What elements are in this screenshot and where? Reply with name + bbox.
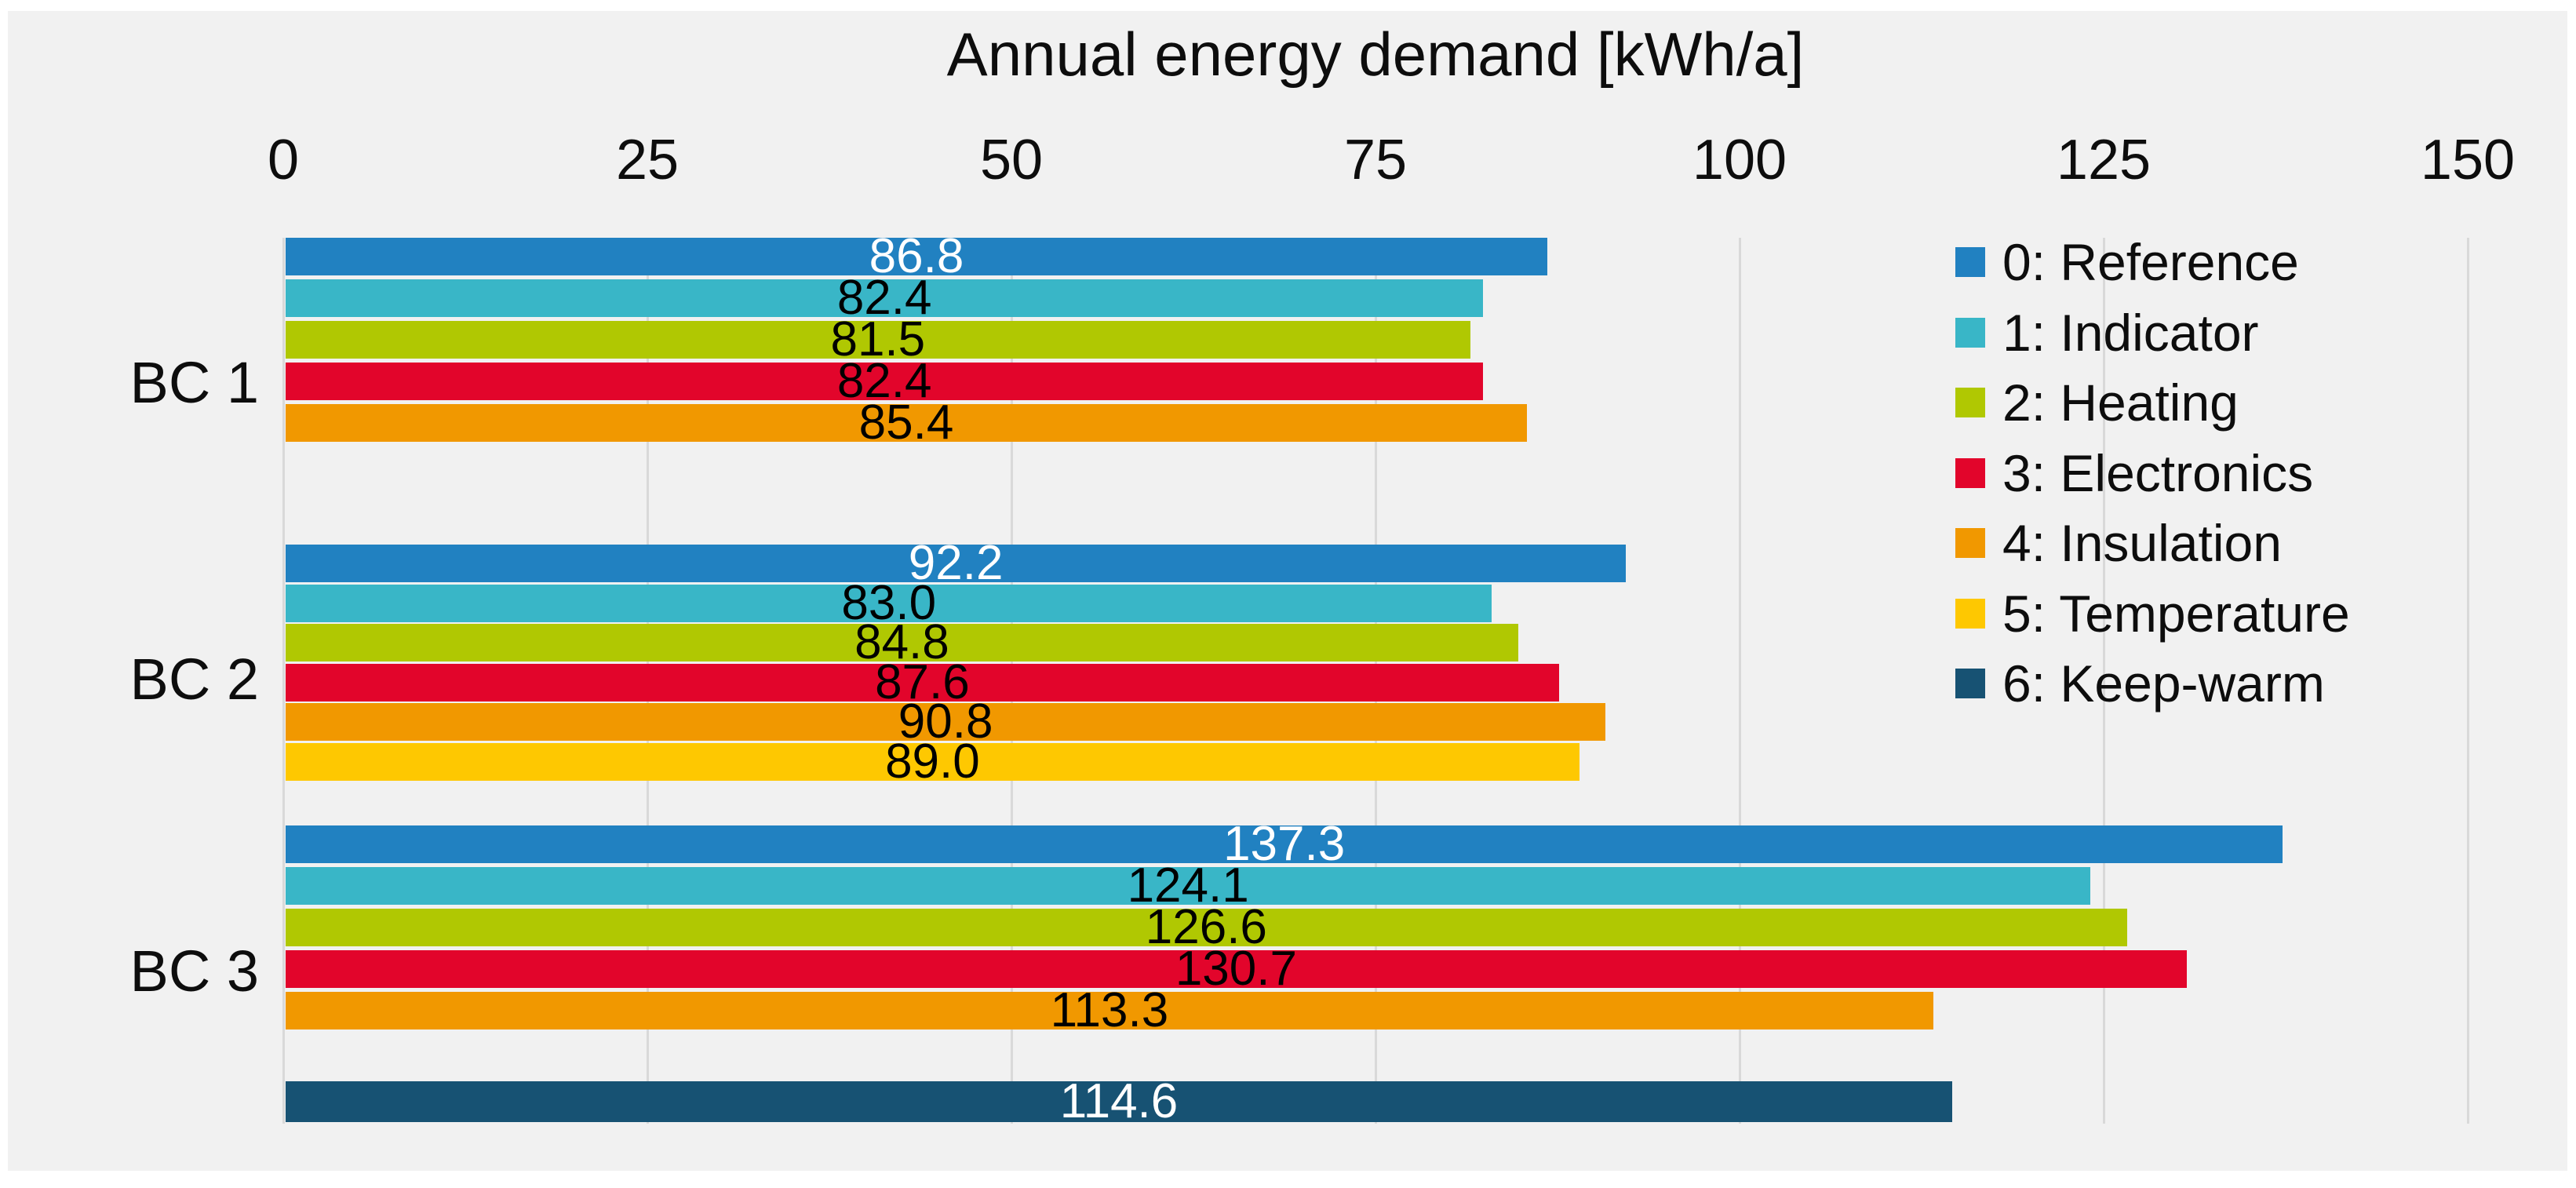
legend-label: 2: Heating	[2002, 374, 2239, 432]
bar-value-label: 130.7	[1175, 942, 1297, 996]
legend-label: 6: Keep-warm	[2002, 654, 2325, 712]
legend-swatch-icon	[1955, 388, 1985, 417]
grid-line	[2466, 238, 2469, 1124]
bar-value-label: 113.3	[1050, 983, 1169, 1037]
bar-value-label: 87.6	[875, 654, 970, 709]
bar: 87.6	[286, 658, 1559, 706]
legend-label: 1: Indicator	[2002, 303, 2259, 362]
bar-value-label: 92.2	[908, 536, 1004, 590]
legend-item: 5: Temperature	[1955, 588, 2350, 640]
bar-value-label: 86.8	[869, 229, 964, 283]
legend-item: 1: Indicator	[1955, 307, 2259, 359]
bar: 85.4	[286, 399, 1528, 447]
bar-value-label: 82.4	[836, 271, 932, 325]
bar: 84.8	[286, 618, 1518, 667]
bar: 114.6	[286, 1077, 1952, 1126]
x-tick-label: 125	[2056, 129, 2152, 191]
bar: 137.3	[286, 820, 2283, 869]
legend-item: 2: Heating	[1955, 377, 2239, 428]
bar: 81.5	[286, 315, 1470, 364]
bar-value-label: 83.0	[841, 575, 937, 630]
x-tick-label: 0	[267, 129, 300, 191]
bar: 113.3	[286, 986, 1933, 1035]
legend-label: 5: Temperature	[2002, 584, 2350, 643]
bar-value-label: 114.6	[1059, 1074, 1179, 1128]
bar-value-label: 81.5	[830, 312, 926, 366]
x-tick-label: 25	[615, 129, 680, 191]
legend-item: 0: Reference	[1955, 236, 2299, 288]
bar: 82.4	[286, 274, 1484, 323]
bar: 86.8	[286, 232, 1547, 281]
grid-line	[2102, 238, 2105, 1124]
bar-value-label: 126.6	[1145, 900, 1267, 954]
x-tick-label: 50	[979, 129, 1044, 191]
legend-swatch-icon	[1955, 317, 1985, 348]
legend-swatch-icon	[1955, 598, 1985, 629]
bar: 89.0	[286, 737, 1579, 785]
x-tick-label: 75	[1343, 129, 1408, 191]
bar: 82.4	[286, 357, 1484, 406]
bar-value-label: 90.8	[898, 694, 993, 749]
x-tick-label: 150	[2420, 129, 2516, 191]
x-tick-label: 100	[1692, 129, 1787, 191]
bar: 126.6	[286, 903, 2127, 952]
legend-item: 6: Keep-warm	[1955, 658, 2325, 709]
legend-label: 4: Insulation	[2002, 514, 2282, 572]
legend-item: 4: Insulation	[1955, 517, 2282, 569]
legend-label: 0: Reference	[2002, 233, 2299, 291]
bar-value-label: 137.3	[1223, 817, 1346, 871]
grid-line	[282, 238, 285, 1124]
bar: 130.7	[286, 945, 2187, 993]
category-label: BC 3	[129, 938, 259, 1004]
chart-title: Annual energy demand [kWh/a]	[946, 20, 1805, 89]
legend-item: 3: Electronics	[1955, 447, 2313, 499]
category-label: BC 2	[129, 647, 259, 712]
bar-value-label: 85.4	[858, 395, 954, 450]
legend-swatch-icon	[1955, 247, 1985, 277]
bar: 92.2	[286, 539, 1627, 588]
bar-value-label: 124.1	[1127, 858, 1249, 913]
bar-value-label: 89.0	[885, 734, 980, 789]
chart-panel: Annual energy demand [kWh/a] 0 25 50 75 100 1…	[8, 11, 2567, 1171]
grid-line	[1738, 238, 1741, 1124]
legend-swatch-icon	[1955, 528, 1985, 558]
bar-value-label: 84.8	[854, 615, 949, 669]
bar: 124.1	[286, 862, 2091, 910]
legend-label: 3: Electronics	[2002, 443, 2314, 502]
bar: 83.0	[286, 578, 1492, 627]
bar-value-label: 82.4	[836, 354, 932, 408]
category-label: BC 1	[129, 350, 259, 415]
legend-swatch-icon	[1955, 457, 1985, 488]
legend-swatch-icon	[1955, 669, 1985, 698]
bar: 90.8	[286, 698, 1606, 746]
